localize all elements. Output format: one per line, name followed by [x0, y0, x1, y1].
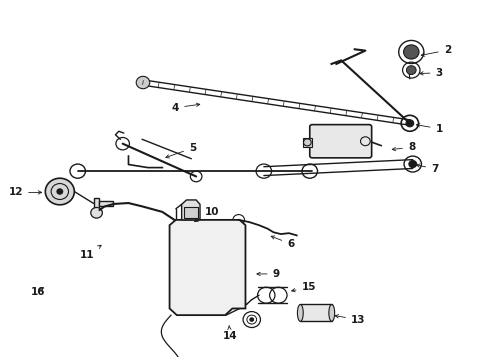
Bar — [183, 207, 197, 218]
Text: 5: 5 — [165, 143, 196, 158]
Circle shape — [91, 207, 102, 218]
Circle shape — [136, 76, 149, 89]
Text: 12: 12 — [9, 188, 41, 197]
Text: 16: 16 — [31, 287, 45, 297]
Polygon shape — [99, 201, 113, 206]
Polygon shape — [302, 138, 311, 147]
Polygon shape — [94, 198, 99, 210]
Polygon shape — [181, 200, 200, 220]
Circle shape — [403, 45, 418, 59]
Text: 14: 14 — [222, 325, 237, 341]
Circle shape — [249, 318, 253, 321]
Circle shape — [405, 120, 413, 127]
Text: 13: 13 — [334, 315, 365, 325]
Text: 7: 7 — [415, 164, 438, 174]
Polygon shape — [169, 220, 245, 315]
Bar — [300, 305, 331, 321]
Circle shape — [408, 161, 416, 168]
Text: 9: 9 — [256, 269, 279, 279]
Text: 8: 8 — [391, 142, 414, 152]
Text: 6: 6 — [271, 236, 294, 249]
Circle shape — [45, 178, 74, 205]
Ellipse shape — [328, 305, 334, 321]
Text: 4: 4 — [171, 103, 199, 113]
Circle shape — [57, 189, 62, 194]
Ellipse shape — [297, 305, 303, 321]
FancyBboxPatch shape — [309, 125, 371, 158]
Text: 15: 15 — [291, 282, 315, 292]
Text: 11: 11 — [80, 245, 101, 260]
Text: 1: 1 — [416, 123, 442, 134]
Text: 10: 10 — [194, 207, 219, 222]
Circle shape — [406, 66, 415, 75]
Text: 2: 2 — [420, 45, 450, 56]
Text: 3: 3 — [419, 68, 442, 78]
